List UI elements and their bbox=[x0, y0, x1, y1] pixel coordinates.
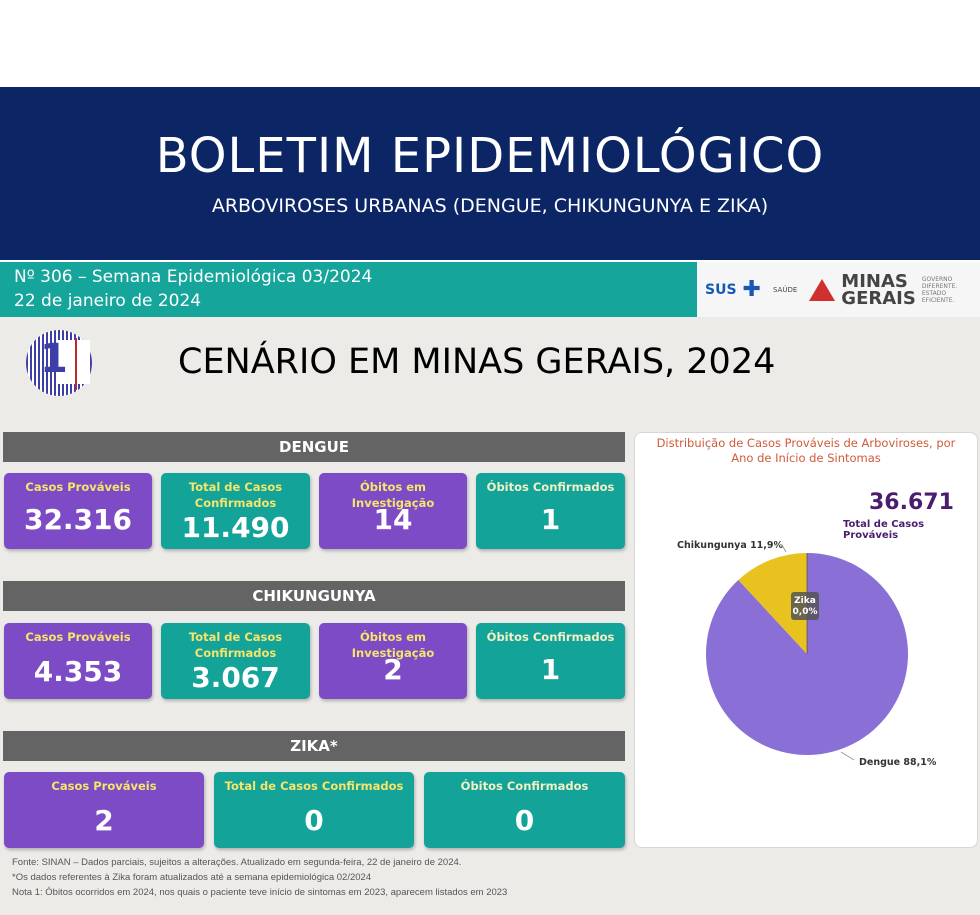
card-label: Casos Prováveis bbox=[25, 630, 131, 644]
card-label: Total de Casos Confirmados bbox=[188, 630, 283, 660]
card-value: 0 bbox=[304, 804, 324, 837]
issue-bar: Nº 306 – Semana Epidemiológica 03/2024 2… bbox=[0, 262, 697, 317]
card-label: Total de Casos Confirmados bbox=[188, 480, 283, 510]
card-label: Óbitos Confirmados bbox=[486, 480, 615, 494]
total-cases-label: Total de Casos Prováveis bbox=[843, 519, 925, 541]
card-label: Casos Prováveis bbox=[25, 480, 131, 494]
bulletin-subtitle: ARBOVIROSES URBANAS (DENGUE, CHIKUNGUNYA… bbox=[211, 195, 769, 217]
chikungunya-slice bbox=[738, 553, 807, 654]
badge-inner bbox=[56, 340, 90, 384]
dengue-confirmados-card: Total de Casos Confirmados 11.490 bbox=[161, 473, 310, 549]
chart-title: Distribuição de Casos Prováveis de Arbov… bbox=[656, 436, 956, 465]
governo-tagline: GOVERNO DIFERENTE. ESTADO EFICIENTE. bbox=[921, 275, 958, 304]
card-label: Óbitos Confirmados bbox=[486, 630, 615, 644]
section-number: 1 bbox=[40, 336, 68, 382]
minas-line1: MINAS bbox=[841, 270, 908, 292]
minas-gerais-logo: MINAS GERAIS bbox=[841, 270, 916, 309]
dengue-header: DENGUE bbox=[3, 432, 625, 462]
footer-zika-note: *Os dados referentes à Zika foram atuali… bbox=[12, 872, 372, 883]
chik-casos-provaveis-card: Casos Prováveis 4.353 bbox=[4, 623, 152, 699]
section-title: CENÁRIO EM MINAS GERAIS, 2024 bbox=[178, 342, 776, 382]
issue-date: 22 de janeiro de 2024 bbox=[14, 291, 202, 311]
zika-label-box bbox=[791, 592, 819, 620]
card-value: 1 bbox=[540, 653, 561, 686]
title-banner bbox=[0, 87, 980, 260]
card-value: 4.353 bbox=[33, 655, 123, 688]
card-value: 14 bbox=[373, 503, 413, 536]
card-value: 32.316 bbox=[23, 503, 133, 536]
dengue-leader-line bbox=[840, 751, 855, 761]
zika-casos-provaveis-card: Casos Prováveis 2 bbox=[4, 772, 204, 848]
chik-obitos-investigacao-card: Óbitos em Investigação 2 bbox=[319, 623, 467, 699]
card-value: 0 bbox=[514, 804, 535, 837]
card-value: 3.067 bbox=[191, 661, 280, 694]
card-value: 2 bbox=[383, 653, 403, 686]
saude-label: SAÚDE bbox=[772, 285, 798, 294]
zika-slice-value: 0,0% bbox=[793, 607, 818, 617]
card-value: 11.490 bbox=[181, 511, 290, 544]
dengue-obitos-confirmados-card: Óbitos Confirmados 1 bbox=[476, 473, 625, 549]
dengue-slice-label: Dengue 88,1% bbox=[859, 757, 937, 768]
card-label: Óbitos em Investigação bbox=[351, 630, 435, 660]
footer-nota1: Nota 1: Óbitos ocorridos em 2024, nos qu… bbox=[12, 887, 508, 898]
bulletin-title: BOLETIM EPIDEMIOLÓGICO bbox=[155, 128, 825, 184]
footer-source: Fonte: SINAN – Dados parciais, sujeitos … bbox=[12, 857, 462, 868]
minas-triangle-icon bbox=[809, 278, 836, 301]
logos-strip: SUS ✚ SAÚDE MINAS GERAIS GOVERNO DIFEREN… bbox=[697, 262, 980, 317]
zika-header: ZIKA* bbox=[3, 731, 625, 761]
card-label: Casos Prováveis bbox=[51, 779, 157, 793]
chikungunya-slice-label: Chikungunya 11,9% bbox=[677, 540, 784, 551]
badge-accent-line bbox=[75, 338, 77, 390]
sus-logo: SUS bbox=[705, 281, 737, 298]
chik-confirmados-card: Total de Casos Confirmados 3.067 bbox=[161, 623, 310, 699]
chik-obitos-confirmados-card: Óbitos Confirmados 1 bbox=[476, 623, 625, 699]
issue-number: Nº 306 – Semana Epidemiológica 03/2024 bbox=[14, 267, 373, 287]
minas-line2: GERAIS bbox=[841, 287, 916, 309]
total-cases-value: 36.671 bbox=[869, 490, 954, 515]
card-label: Total de Casos Confirmados bbox=[224, 779, 404, 793]
sus-cross-icon: ✚ bbox=[742, 277, 761, 302]
card-value: 2 bbox=[94, 804, 114, 837]
card-value: 1 bbox=[540, 503, 561, 536]
section-number-badge bbox=[26, 330, 92, 396]
dengue-casos-provaveis-card: Casos Prováveis 32.316 bbox=[4, 473, 152, 549]
footer-notes: Fonte: SINAN – Dados parciais, sujeitos … bbox=[12, 855, 507, 900]
zika-confirmados-card: Total de Casos Confirmados 0 bbox=[214, 772, 414, 848]
card-label: Óbitos Confirmados bbox=[460, 779, 589, 793]
card-label: Óbitos em Investigação bbox=[351, 480, 435, 510]
chikungunya-header: CHIKUNGUNYA bbox=[3, 581, 625, 611]
pie-chart: Dengue 88,1% Chikungunya 11,9% Zika 0,0% bbox=[677, 540, 937, 768]
zika-slice-label: Zika bbox=[794, 596, 816, 606]
dengue-obitos-investigacao-card: Óbitos em Investigação 14 bbox=[319, 473, 467, 549]
chikungunya-leader-line bbox=[774, 544, 787, 553]
zika-obitos-confirmados-card: Óbitos Confirmados 0 bbox=[424, 772, 625, 848]
